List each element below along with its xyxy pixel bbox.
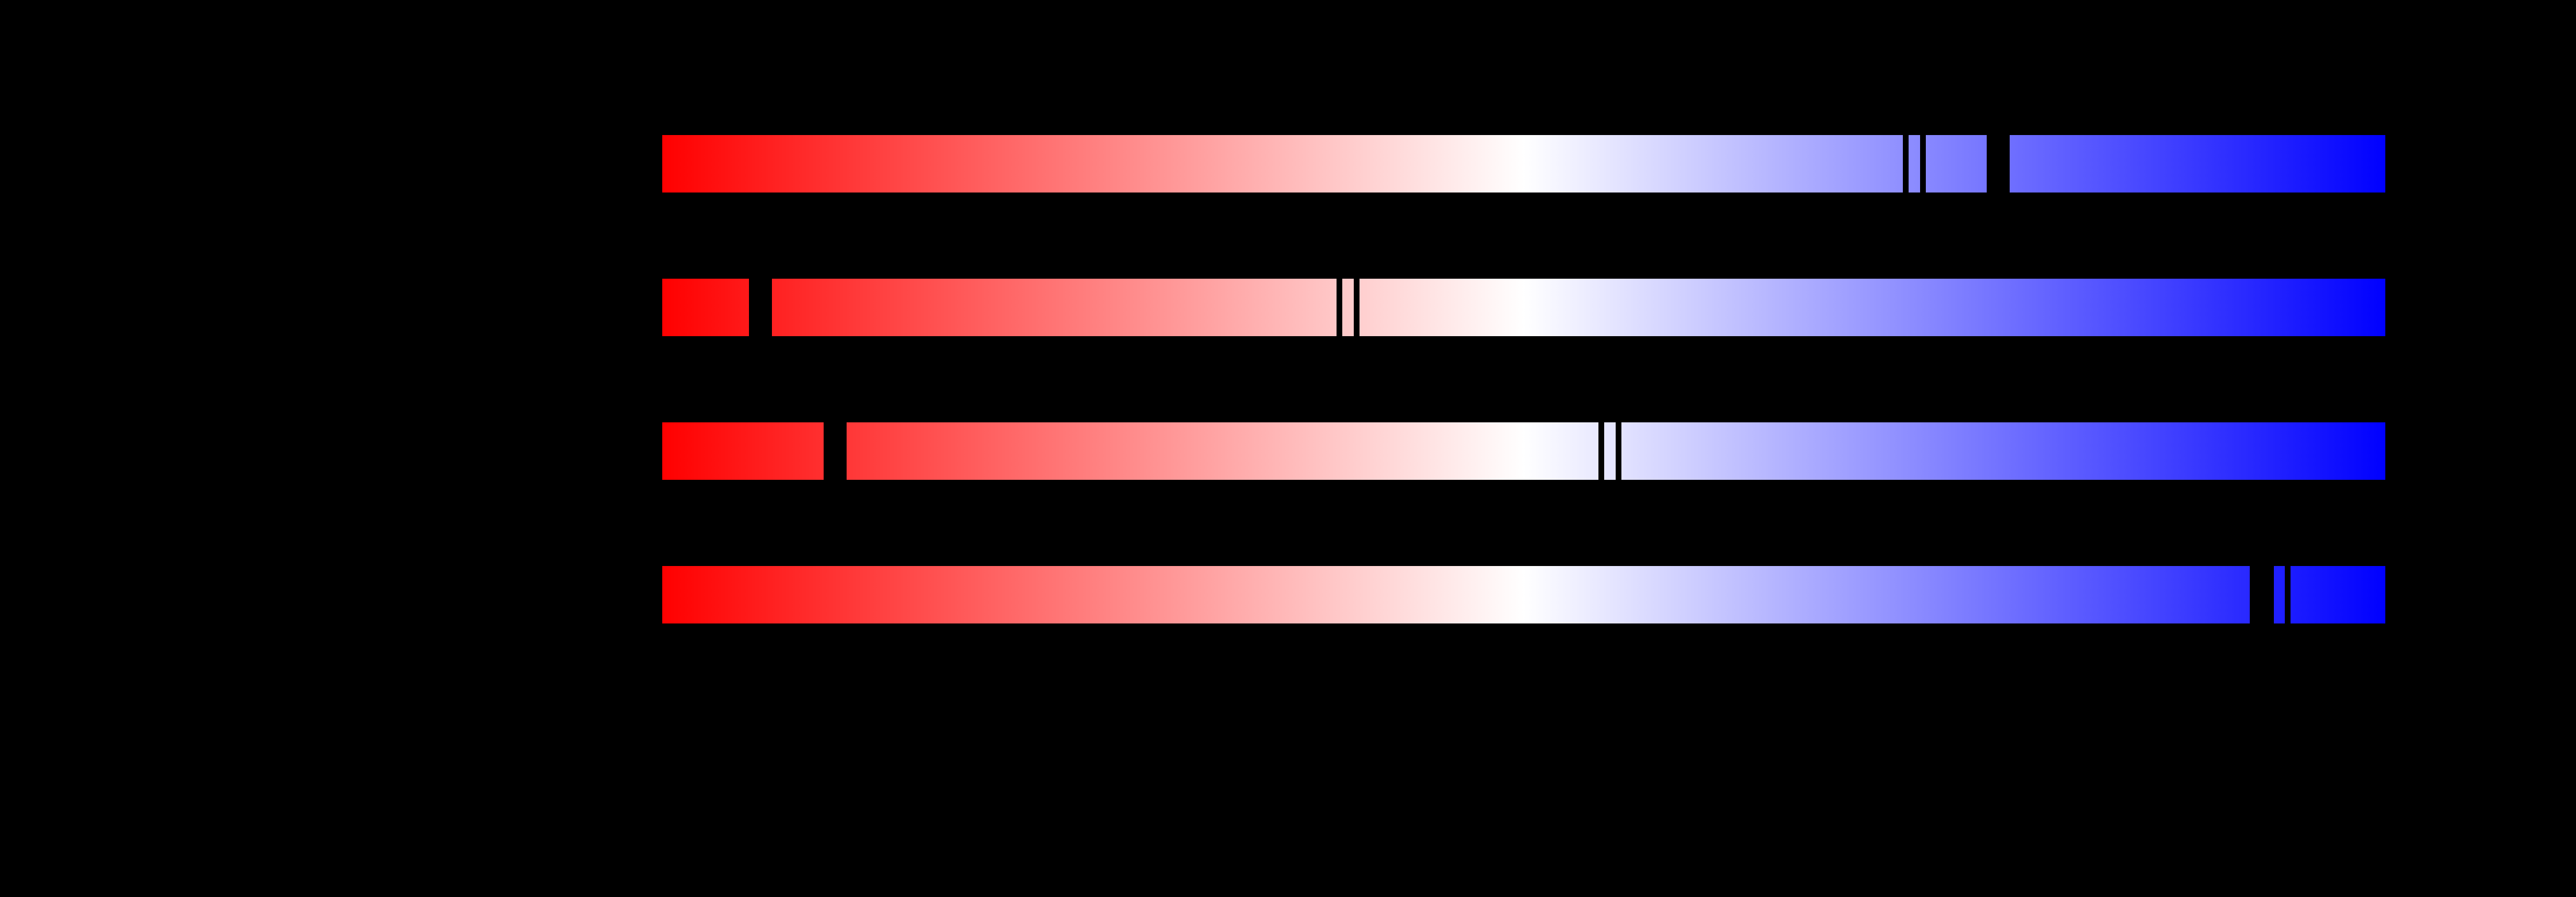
wide-gap-marker <box>2250 565 2274 624</box>
wide-gap-marker <box>749 278 772 337</box>
thin-tick-gap-marker <box>1903 134 1909 193</box>
gradient-bar-row-4 <box>662 565 2385 624</box>
thin-tick-gap-marker <box>1354 278 1360 337</box>
thin-tick-gap-marker <box>1598 422 1604 480</box>
thin-tick-gap-marker <box>1920 134 1926 193</box>
thin-tick-gap-marker <box>1337 278 1342 337</box>
wide-gap-marker <box>824 422 847 480</box>
gradient-bar-row-2 <box>662 278 2385 337</box>
wide-gap-marker <box>1987 134 2010 193</box>
gradient-bar-row-1 <box>662 134 2385 193</box>
thin-tick-gap-marker <box>1616 422 1621 480</box>
gradient-bar-row-3 <box>662 422 2385 480</box>
thin-tick-gap-marker <box>2285 565 2291 624</box>
